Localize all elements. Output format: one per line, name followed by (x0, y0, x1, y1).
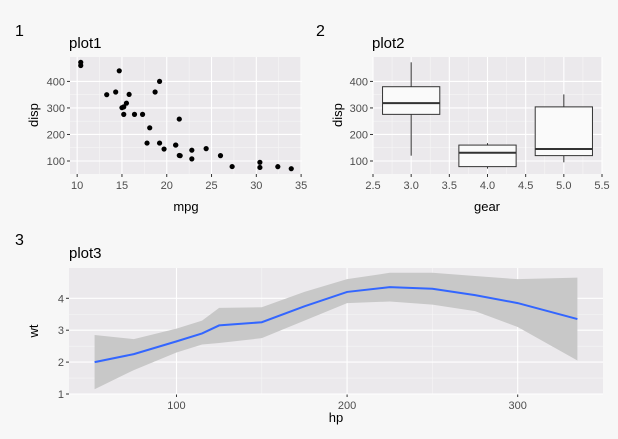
y-tick-label: 100 (47, 156, 65, 168)
data-point (139, 111, 146, 117)
panel-background (70, 57, 302, 174)
box-iqr (458, 144, 517, 168)
plot-title: plot3 (69, 245, 102, 262)
y-tick-label: 1 (58, 389, 64, 401)
plot-panel-3: 3 plot3 100 200 300 1 2 3 4 hp wt (15, 232, 603, 425)
data-point (104, 92, 110, 98)
data-point (257, 164, 263, 171)
data-point (189, 156, 195, 162)
y-tick-label: 200 (350, 129, 368, 141)
x-tick-label: 15 (116, 180, 128, 192)
y-tick-label: 400 (47, 76, 65, 88)
panel-tag: 3 (15, 232, 24, 249)
y-tick-label: 4 (58, 293, 64, 305)
x-tick-label: 2.5 (365, 180, 380, 192)
data-point (131, 111, 138, 117)
confidence-ribbon (94, 272, 578, 390)
data-point (203, 146, 209, 152)
x-tick-label: 200 (338, 400, 356, 412)
y-axis-label: disp (26, 103, 41, 127)
x-tick-label: 35 (295, 180, 307, 192)
x-tick-label: 5.0 (556, 180, 571, 192)
x-tick-label: 3.5 (442, 180, 457, 192)
data-point (257, 159, 263, 165)
x-axis-label: mpg (173, 199, 198, 214)
x-tick-label: 5.5 (594, 180, 609, 192)
x-tick-label: 25 (205, 180, 217, 192)
data-point (113, 89, 119, 95)
data-point (126, 91, 132, 98)
data-point (217, 153, 224, 159)
panel-tag: 2 (316, 23, 325, 40)
data-point (229, 163, 235, 170)
data-point (147, 125, 153, 131)
y-axis-label: wt (26, 324, 41, 338)
x-tick-label: 30 (250, 180, 262, 192)
data-point (123, 100, 130, 106)
y-tick-label: 2 (58, 357, 64, 369)
data-point (189, 147, 195, 153)
box-iqr (382, 86, 441, 115)
panel-tag: 1 (15, 23, 24, 40)
y-tick-label: 300 (350, 103, 368, 115)
y-tick-label: 400 (350, 76, 368, 88)
y-tick-label: 100 (350, 156, 368, 168)
box-iqr (534, 106, 593, 157)
y-tick-label: 200 (47, 129, 65, 141)
data-point (161, 146, 167, 152)
data-point (176, 116, 182, 122)
x-axis-label: gear (474, 199, 501, 214)
x-tick-label: 3.0 (404, 180, 419, 192)
x-tick-label: 300 (509, 400, 527, 412)
y-tick-label: 3 (58, 325, 64, 337)
y-axis-label: disp (330, 103, 345, 127)
data-point (156, 140, 163, 146)
plot-title: plot2 (372, 35, 405, 52)
plot-panel-1: 1 plot1 10 15 20 25 30 35 100 200 300 400 mpg disp (15, 23, 307, 214)
data-point (116, 68, 122, 74)
data-point (173, 142, 179, 148)
x-tick-label: 20 (161, 180, 173, 192)
plot-panel-2: 2 plot2 2.5 3.0 3.5 4.0 4.5 5.0 5.5 100 200 300 400 g… (316, 23, 610, 214)
x-axis-label: hp (329, 410, 343, 425)
data-point (156, 78, 163, 85)
data-point (288, 166, 294, 172)
y-tick-label: 300 (47, 103, 65, 115)
data-point (78, 62, 84, 69)
data-point (144, 140, 150, 146)
plot-title: plot1 (69, 35, 102, 52)
smooth-line (94, 286, 578, 364)
data-point (152, 89, 158, 95)
x-tick-label: 4.5 (518, 180, 533, 192)
data-point (119, 105, 125, 111)
x-tick-label: 4.0 (480, 180, 495, 192)
data-point (275, 164, 281, 170)
data-point (121, 111, 127, 117)
x-tick-label: 10 (71, 180, 83, 192)
data-point (176, 152, 182, 159)
x-tick-label: 100 (167, 400, 185, 412)
